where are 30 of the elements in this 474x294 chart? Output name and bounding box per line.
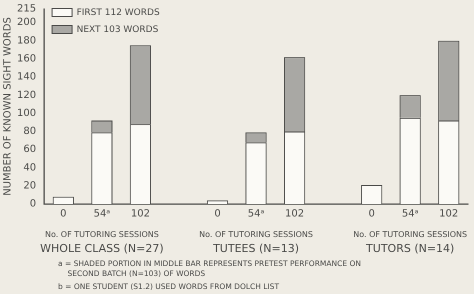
y-tick-label: 180: [16, 35, 36, 46]
x-tick-label: 102: [285, 208, 304, 220]
x-tick-label: 54ᵃ: [402, 208, 419, 220]
x-tick-label: 0: [368, 208, 375, 220]
text: No. OF TUTORING SESSIONS: [199, 230, 313, 240]
x-tick-label: 54ᵃ: [248, 208, 264, 220]
y-tick-label: 60: [23, 144, 36, 156]
x-tick-label: 54ᵃ: [94, 208, 110, 220]
x-tick-label: 102: [130, 208, 150, 220]
y-tick-label: 215: [16, 4, 36, 15]
y-tick-label: 200: [16, 17, 36, 28]
text: TUTORS (N=14): [365, 242, 454, 255]
x-tick-label: 0: [214, 208, 221, 220]
x-tick-label: 0: [60, 208, 67, 220]
text: No. OF TUTORING SESSIONS: [353, 230, 468, 240]
y-tick-label: 40: [23, 162, 36, 174]
text: TUTEES (N=13): [212, 242, 299, 255]
text: WHOLE CLASS (N=27): [40, 242, 164, 255]
x-tick-label: 102: [439, 208, 458, 220]
y-tick-label: 140: [16, 72, 36, 83]
y-tick-label: 160: [16, 53, 36, 64]
y-tick-label: 120: [16, 90, 36, 101]
text: No. OF TUTORING SESSIONS: [44, 230, 159, 240]
legend-label: FIRST 112 WORDS: [76, 8, 160, 18]
y-axis-title: NUMBER OF KNOWN SIGHT WORDS: [2, 17, 14, 196]
y-tick-label: 80: [23, 126, 36, 138]
y-tick-label: 20: [23, 180, 36, 192]
y-tick-label: 100: [16, 108, 36, 119]
legend-label: NEXT 103 WORDS: [76, 24, 159, 35]
y-tick-label: 0: [30, 198, 36, 210]
